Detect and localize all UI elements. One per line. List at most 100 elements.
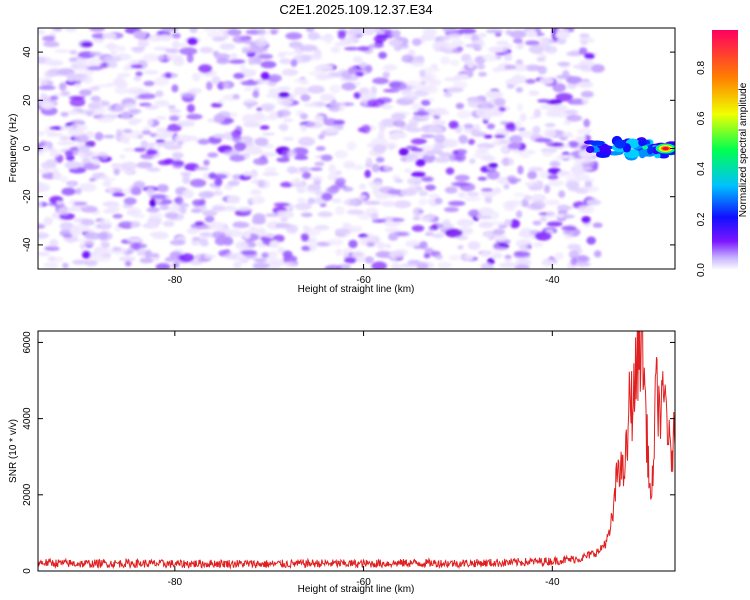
heatmap-cell <box>476 63 486 70</box>
heatmap-cell <box>578 47 588 55</box>
heatmap-cell <box>516 44 524 50</box>
heatmap-cell <box>144 249 153 259</box>
heatmap-cell <box>53 28 63 32</box>
heatmap-cell <box>505 123 517 132</box>
heatmap-cell <box>299 44 318 52</box>
heatmap-cell <box>537 99 551 103</box>
heatmap-cell <box>470 128 480 135</box>
heatmap-cell <box>44 246 60 252</box>
heatmap-cell <box>480 188 493 192</box>
heatmap-cell <box>381 200 396 207</box>
heatmap-cell <box>99 175 110 180</box>
heatmap-cell <box>256 107 263 112</box>
heatmap-cell <box>148 34 163 42</box>
heatmap-cell <box>38 183 50 192</box>
y-tick-label: 40 <box>22 46 33 58</box>
snr-panel: -80 -60 -40 0 2000 4000 6000 Height of straig… <box>8 330 676 595</box>
spectrogram-y-axis: -40 -20 0 20 40 <box>22 46 675 252</box>
heatmap-cell <box>519 149 531 159</box>
heatmap-cell <box>358 183 366 190</box>
heatmap-cell <box>593 250 602 258</box>
heatmap-cell <box>447 33 462 40</box>
heatmap-cell <box>401 54 414 63</box>
heatmap-cell <box>219 43 236 50</box>
heatmap-cell <box>121 111 130 120</box>
heatmap-cell <box>445 167 455 175</box>
heatmap-cell <box>321 192 333 201</box>
heatmap-cell <box>575 135 587 142</box>
heatmap-cell <box>136 161 153 169</box>
heatmap-cell <box>327 172 339 181</box>
heatmap-cell <box>563 143 570 148</box>
heatmap-cell <box>353 92 362 99</box>
heatmap-cell <box>141 130 152 135</box>
heatmap-cell <box>592 222 603 228</box>
heatmap-cell <box>239 63 247 72</box>
heatmap-cell <box>484 196 493 204</box>
x-tick-label: -80 <box>168 577 183 588</box>
heatmap-cell <box>380 118 398 128</box>
heatmap-cell <box>410 61 425 67</box>
signal-cell <box>638 139 647 147</box>
heatmap-cell <box>586 236 596 245</box>
heatmap-cell <box>361 124 371 134</box>
heatmap-cell <box>467 69 474 78</box>
heatmap-cell <box>69 123 82 133</box>
heatmap-cell <box>356 257 365 263</box>
heatmap-cell <box>146 167 161 172</box>
heatmap-cell <box>191 72 201 82</box>
heatmap-cell <box>78 183 97 192</box>
heatmap-cell <box>503 184 510 190</box>
heatmap-cell <box>326 238 344 246</box>
heatmap-cell <box>107 203 120 213</box>
heatmap-cell <box>383 220 402 227</box>
heatmap-cell <box>192 237 202 241</box>
signal-cell <box>658 153 670 159</box>
heatmap-cell <box>189 28 198 34</box>
heatmap-cell <box>232 134 242 143</box>
heatmap-cell <box>61 187 76 196</box>
heatmap-cell <box>504 219 512 226</box>
heatmap-cell <box>434 134 446 143</box>
heatmap-cell <box>443 206 459 213</box>
heatmap-cell <box>56 200 63 205</box>
heatmap-cell <box>478 71 487 77</box>
heatmap-cell <box>138 102 152 107</box>
heatmap-cell <box>135 71 143 77</box>
heatmap-cell <box>182 175 191 185</box>
heatmap-cell <box>398 148 409 156</box>
x-tick-label: -40 <box>545 577 560 588</box>
heatmap-cell <box>304 227 321 237</box>
snr-x-axis: -80 -60 -40 <box>168 331 560 588</box>
colorbar-tick-label: 0.6 <box>696 111 707 125</box>
heatmap-cell <box>263 105 274 112</box>
heatmap-cell <box>280 217 288 223</box>
heatmap-cell <box>102 32 117 40</box>
heatmap-cell <box>66 73 77 83</box>
heatmap-cell <box>83 240 95 246</box>
heatmap-cell <box>265 94 279 98</box>
heatmap-cell <box>84 259 98 267</box>
heatmap-cell <box>282 136 295 141</box>
heatmap-cell <box>38 168 51 174</box>
heatmap-cell <box>314 161 325 167</box>
heatmap-cell <box>38 201 43 208</box>
heatmap-cell <box>425 184 436 191</box>
y-tick-label: 2000 <box>22 483 33 506</box>
heatmap-cell <box>482 54 498 62</box>
heatmap-cell <box>291 183 302 188</box>
x-tick-label: -40 <box>545 275 560 286</box>
spectrogram-y-label: Frequency (Hz) <box>8 114 19 183</box>
heatmap-cell <box>357 46 370 52</box>
heatmap-cell <box>528 90 540 96</box>
heatmap-cell <box>300 125 307 132</box>
heatmap-cell <box>342 248 353 254</box>
heatmap-cell <box>246 69 257 76</box>
heatmap-cell <box>335 177 346 186</box>
heatmap-cell <box>371 212 379 221</box>
heatmap-cell <box>114 85 128 95</box>
heatmap-cell <box>285 32 303 40</box>
heatmap-cell <box>226 195 241 204</box>
heatmap-cell <box>214 177 223 187</box>
heatmap-cell <box>448 200 466 206</box>
